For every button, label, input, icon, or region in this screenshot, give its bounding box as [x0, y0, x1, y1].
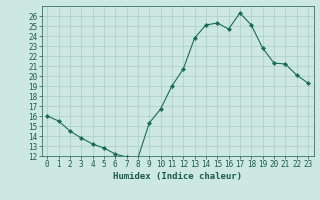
X-axis label: Humidex (Indice chaleur): Humidex (Indice chaleur)	[113, 172, 242, 181]
